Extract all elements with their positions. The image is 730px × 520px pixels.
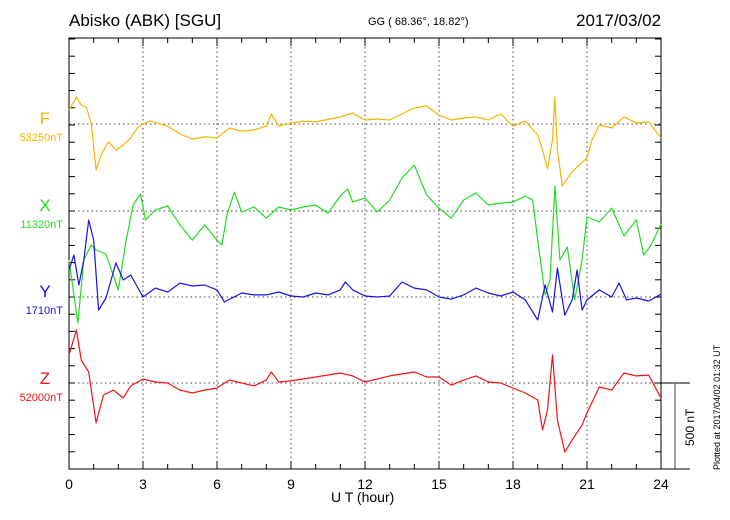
component-label-z: Z bbox=[40, 369, 50, 388]
x-tick-label: 9 bbox=[287, 476, 295, 492]
series-line-z bbox=[68, 329, 662, 453]
baseline-value-x: 11320nT bbox=[20, 219, 63, 231]
x-axis-label: U T (hour) bbox=[331, 489, 395, 505]
x-tick-label: 0 bbox=[65, 476, 73, 492]
date-label: 2017/03/02 bbox=[576, 11, 662, 30]
x-tick-label: 12 bbox=[357, 476, 373, 492]
baseline-value-f: 53250nT bbox=[20, 132, 64, 144]
component-label-f: F bbox=[40, 109, 50, 128]
x-tick-label: 15 bbox=[431, 476, 447, 492]
station-title: Abisko (ABK) [SGU] bbox=[69, 11, 222, 30]
plot-frame bbox=[68, 37, 662, 470]
series-line-x bbox=[68, 164, 662, 324]
x-tick-label: 21 bbox=[579, 476, 595, 492]
baseline-value-z: 52000nT bbox=[20, 392, 64, 404]
scale-bar-label: 500 nT bbox=[683, 408, 697, 446]
plotted-timestamp: Plotted at 2017/04/02 01:32 UT bbox=[712, 344, 722, 470]
x-tick-label: 6 bbox=[213, 476, 221, 492]
series-line-y bbox=[68, 219, 662, 321]
x-tick-label: 18 bbox=[505, 476, 521, 492]
component-label-x: X bbox=[39, 196, 50, 215]
component-label-y: Y bbox=[39, 282, 50, 301]
x-tick-label: 24 bbox=[653, 476, 669, 492]
geographic-coordinates: GG ( 68.36°, 18.82°) bbox=[368, 16, 469, 28]
x-tick-label: 3 bbox=[139, 476, 147, 492]
baseline-value-y: 1710nT bbox=[26, 305, 64, 317]
series-line-f bbox=[68, 96, 662, 187]
